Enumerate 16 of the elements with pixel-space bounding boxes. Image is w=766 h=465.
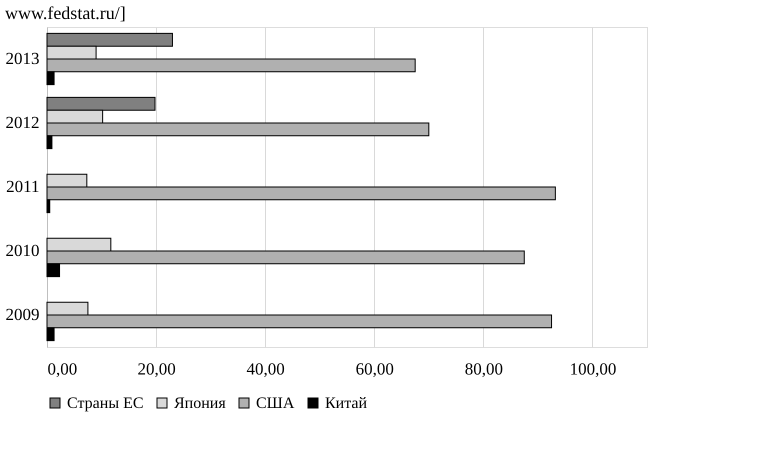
y-tick-label: 2013 xyxy=(6,49,40,68)
legend-label: США xyxy=(256,395,295,412)
x-tick-label: 80,00 xyxy=(464,360,503,378)
x-tick-label: 100,00 xyxy=(570,360,616,378)
x-tick-label: 20,00 xyxy=(137,360,176,378)
legend-label: Китай xyxy=(325,395,368,412)
x-tick-label: 40,00 xyxy=(246,360,285,378)
x-tick-label: 60,00 xyxy=(356,360,394,378)
y-tick-label: 2011 xyxy=(6,177,40,196)
y-tick-label: 2012 xyxy=(6,113,40,132)
y-tick-label: 2009 xyxy=(6,305,40,324)
legend-label: Япония xyxy=(174,395,226,412)
y-tick-label: 2010 xyxy=(6,241,40,260)
text: www.fedstat.ru/] xyxy=(5,3,126,23)
legend-label: Страны ЕС xyxy=(67,395,144,412)
x-tick-label: 0,00 xyxy=(48,360,78,378)
